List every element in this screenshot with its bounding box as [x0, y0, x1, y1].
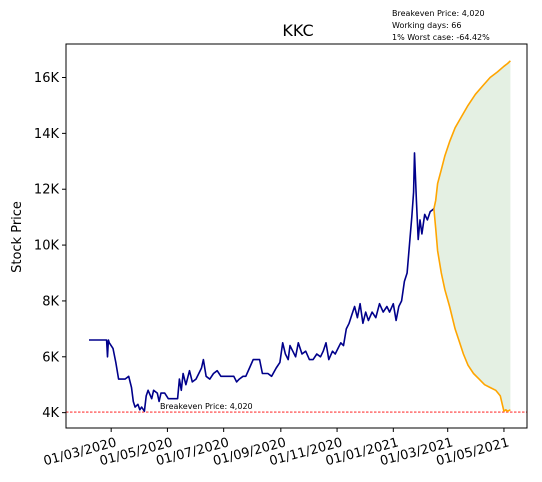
y-tick-label: 12K — [34, 183, 60, 198]
y-tick-label: 6K — [42, 350, 59, 365]
y-tick-label: 8K — [42, 294, 59, 309]
breakeven-label: Breakeven Price: 4,020 — [160, 402, 253, 411]
info-worst-case: 1% Worst case: -64.42% — [392, 33, 490, 42]
series-line-upper — [433, 60, 511, 209]
axes-frame — [65, 43, 528, 429]
y-tick-label: 16K — [34, 71, 60, 86]
y-tick-label: 10K — [34, 239, 60, 254]
y-tick-label: 4K — [42, 406, 59, 421]
chart-title: KKC — [282, 21, 313, 40]
info-working-days: Working days: 66 — [392, 21, 461, 30]
projection-band — [433, 60, 511, 412]
series-line-history — [89, 152, 435, 413]
y-axis-label: Stock Price — [10, 201, 25, 273]
info-breakeven: Breakeven Price: 4,020 — [392, 9, 485, 18]
series-line-lower — [433, 208, 511, 413]
y-tick-label: 14K — [34, 127, 60, 142]
